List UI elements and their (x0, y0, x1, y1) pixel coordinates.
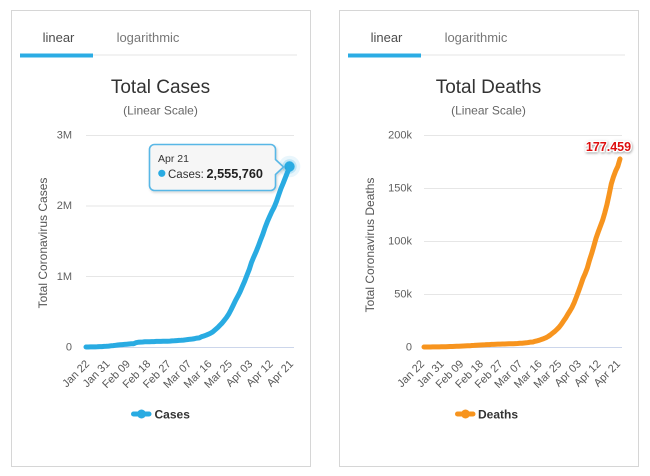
svg-text:logarithmic: logarithmic (445, 30, 508, 45)
svg-text:3M: 3M (57, 130, 72, 142)
svg-text:50k: 50k (394, 289, 412, 301)
svg-text:(Linear Scale): (Linear Scale) (451, 104, 526, 118)
svg-text:Total Coronavirus Deaths: Total Coronavirus Deaths (363, 178, 377, 313)
svg-text:Total Coronavirus Cases: Total Coronavirus Cases (36, 178, 50, 309)
svg-text:Total Deaths: Total Deaths (436, 77, 542, 98)
svg-text:0: 0 (406, 342, 412, 354)
svg-text:177.459: 177.459 (586, 140, 631, 154)
svg-text:Cases:: Cases: (168, 169, 204, 181)
svg-text:Cases: Cases (155, 408, 191, 422)
svg-text:linear: linear (43, 30, 75, 45)
svg-text:2,555,760: 2,555,760 (207, 167, 263, 181)
svg-text:(Linear Scale): (Linear Scale) (123, 104, 198, 118)
svg-text:Apr 21: Apr 21 (158, 153, 189, 165)
svg-text:200k: 200k (388, 130, 412, 142)
svg-text:150k: 150k (388, 183, 412, 195)
svg-text:logarithmic: logarithmic (117, 30, 180, 45)
svg-text:100k: 100k (388, 236, 412, 248)
svg-text:Deaths: Deaths (478, 408, 518, 422)
svg-text:2M: 2M (57, 200, 72, 212)
svg-text:0: 0 (66, 342, 72, 354)
svg-text:linear: linear (371, 30, 403, 45)
svg-text:Total Cases: Total Cases (111, 77, 210, 98)
svg-text:1M: 1M (57, 271, 72, 283)
